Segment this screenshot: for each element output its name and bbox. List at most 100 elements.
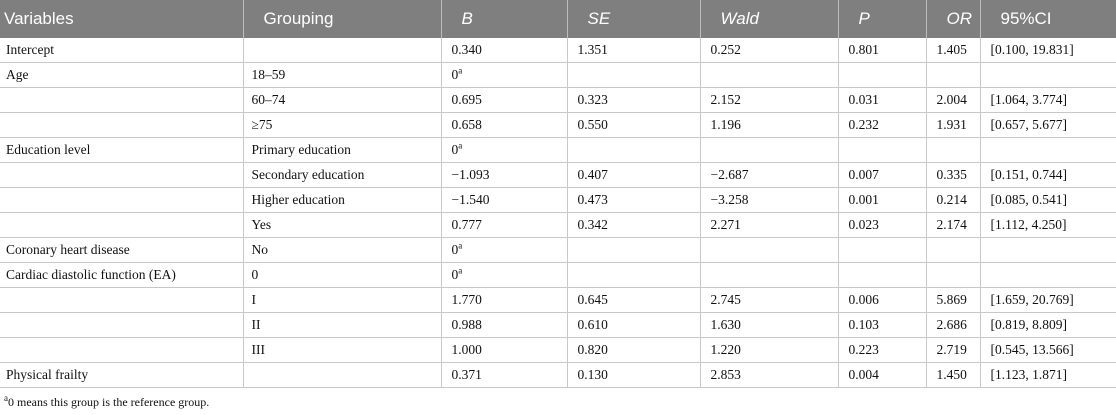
table-cell: 5.869: [926, 287, 981, 313]
table-cell: 1.000: [441, 337, 568, 363]
table-cell: 0.407: [567, 162, 701, 188]
table-cell: 0.473: [567, 187, 701, 213]
table-cell: 0.007: [838, 162, 927, 188]
table-cell: [567, 262, 701, 288]
table-row: II 0.988 0.610 1.630 0.103 2.686 [0.819, 8.809…: [0, 312, 1116, 338]
table-cell: [0.657, 5.677]: [980, 112, 1116, 138]
column-header: B: [441, 0, 568, 38]
table-row: Intercept 0.340 1.351 0.252 0.801 1.405 [0.100…: [0, 38, 1116, 63]
table-cell: [567, 237, 701, 263]
table-cell: 0.103: [838, 312, 927, 338]
cell-superscript: a: [458, 65, 463, 76]
table-cell: [700, 62, 839, 88]
table-cell: Cardiac diastolic function (EA): [0, 262, 244, 288]
table-cell: [926, 62, 981, 88]
table-cell: [0, 312, 244, 338]
table-cell: [567, 137, 701, 163]
footnote-text: 0 means this group is the reference grou…: [8, 395, 210, 409]
table-cell: 0a: [441, 137, 568, 163]
table-cell: [838, 262, 927, 288]
table-cell: 2.152: [700, 87, 839, 113]
table-cell: 2.719: [926, 337, 981, 363]
column-header: Wald: [700, 0, 839, 38]
table-cell: −1.093: [441, 162, 568, 188]
table-cell: 0.004: [838, 362, 927, 388]
table-cell: 0.610: [567, 312, 701, 338]
table-cell: 0.658: [441, 112, 568, 138]
table-cell: 18–59: [243, 62, 442, 88]
table-cell: 1.196: [700, 112, 839, 138]
table-cell: [926, 137, 981, 163]
table-row: ≥75 0.658 0.550 1.196 0.232 1.931 [0.657, 5.67…: [0, 112, 1116, 138]
table-cell: [700, 137, 839, 163]
table-cell: 0.342: [567, 212, 701, 238]
table-cell: [980, 137, 1116, 163]
table-cell: 0.335: [926, 162, 981, 188]
table-row: 60–74 0.695 0.323 2.152 0.031 2.004 [1.064, 3.…: [0, 87, 1116, 113]
table-cell: 1.351: [567, 38, 701, 63]
footnote-marker: a: [4, 393, 8, 403]
cell-superscript: a: [458, 140, 463, 151]
table-cell: Higher education: [243, 187, 442, 213]
table-cell: [243, 362, 442, 388]
cell-text: 0: [451, 67, 459, 82]
table-cell: Education level: [0, 137, 244, 163]
table-cell: Coronary heart disease: [0, 237, 244, 263]
table-row: Education level Primary education 0a: [0, 137, 1116, 163]
table-cell: Secondary education: [243, 162, 442, 188]
table-cell: [0, 212, 244, 238]
table-cell: −2.687: [700, 162, 839, 188]
header-row: Variables Grouping B SE Wald P OR 95%CI: [0, 0, 1116, 38]
table-row: I 1.770 0.645 2.745 0.006 5.869 [1.659, 20.769…: [0, 287, 1116, 313]
results-table: Variables Grouping B SE Wald P OR 95%CI Interce…: [0, 0, 1116, 388]
table-cell: [0, 287, 244, 313]
table-cell: 0a: [441, 262, 568, 288]
table-cell: Age: [0, 62, 244, 88]
table-row: Secondary education −1.093 0.407 −2.687 0.00…: [0, 162, 1116, 188]
table-cell: Primary education: [243, 137, 442, 163]
table-row: Yes 0.777 0.342 2.271 0.023 2.174 [1.112, 4.25…: [0, 212, 1116, 238]
table-cell: 2.271: [700, 212, 839, 238]
cell-text: 0: [451, 242, 459, 257]
table-row: Coronary heart disease No 0a: [0, 237, 1116, 263]
table-row: Cardiac diastolic function (EA) 0 0a: [0, 262, 1116, 288]
table-cell: 0.988: [441, 312, 568, 338]
column-header: P: [838, 0, 927, 38]
table-cell: [926, 237, 981, 263]
table-cell: 0.232: [838, 112, 927, 138]
table-cell: 0.340: [441, 38, 568, 63]
cell-superscript: a: [458, 265, 463, 276]
table-cell: II: [243, 312, 442, 338]
table-cell: I: [243, 287, 442, 313]
table-cell: −1.540: [441, 187, 568, 213]
table-cell: [1.064, 3.774]: [980, 87, 1116, 113]
table-cell: [1.123, 1.871]: [980, 362, 1116, 388]
table-cell: [1.112, 4.250]: [980, 212, 1116, 238]
table-cell: [926, 262, 981, 288]
table-row: Physical frailty 0.371 0.130 2.853 0.004 1.45…: [0, 362, 1116, 388]
table-cell: 1.630: [700, 312, 839, 338]
table-cell: 0.371: [441, 362, 568, 388]
table-cell: [0.100, 19.831]: [980, 38, 1116, 63]
table-cell: [0, 337, 244, 363]
table-cell: 0.223: [838, 337, 927, 363]
column-header: Grouping: [243, 0, 442, 38]
table-cell: 0.820: [567, 337, 701, 363]
table-cell: 0.550: [567, 112, 701, 138]
table-body: Intercept 0.340 1.351 0.252 0.801 1.405 [0.100…: [0, 38, 1116, 388]
table-cell: 2.686: [926, 312, 981, 338]
table-cell: −3.258: [700, 187, 839, 213]
table-cell: [0.545, 13.566]: [980, 337, 1116, 363]
table-cell: [980, 62, 1116, 88]
column-header: SE: [567, 0, 701, 38]
table-cell: 2.004: [926, 87, 981, 113]
table-cell: 2.745: [700, 287, 839, 313]
table-cell: 1.220: [700, 337, 839, 363]
table-cell: 0.130: [567, 362, 701, 388]
table-cell: [0, 162, 244, 188]
table-cell: 2.174: [926, 212, 981, 238]
table-cell: No: [243, 237, 442, 263]
column-header: OR: [926, 0, 981, 38]
table-cell: Physical frailty: [0, 362, 244, 388]
table-cell: 0a: [441, 237, 568, 263]
